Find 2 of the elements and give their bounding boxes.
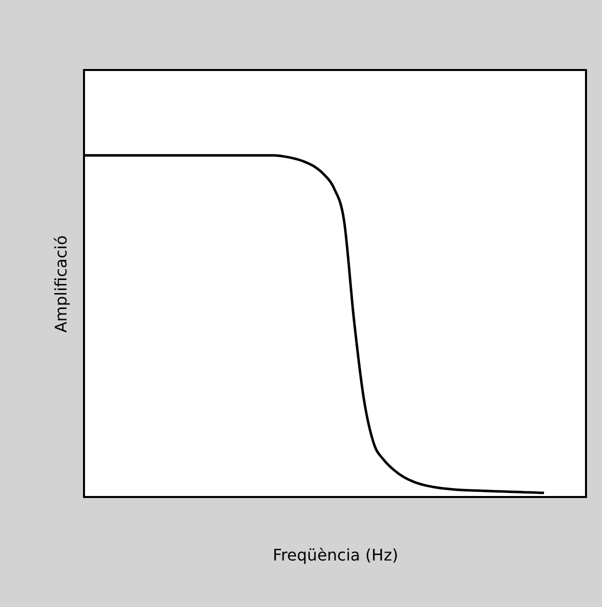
y-axis-title: Amplificació [52,235,70,333]
x-axis-title: Freqüència (Hz) [272,546,398,564]
